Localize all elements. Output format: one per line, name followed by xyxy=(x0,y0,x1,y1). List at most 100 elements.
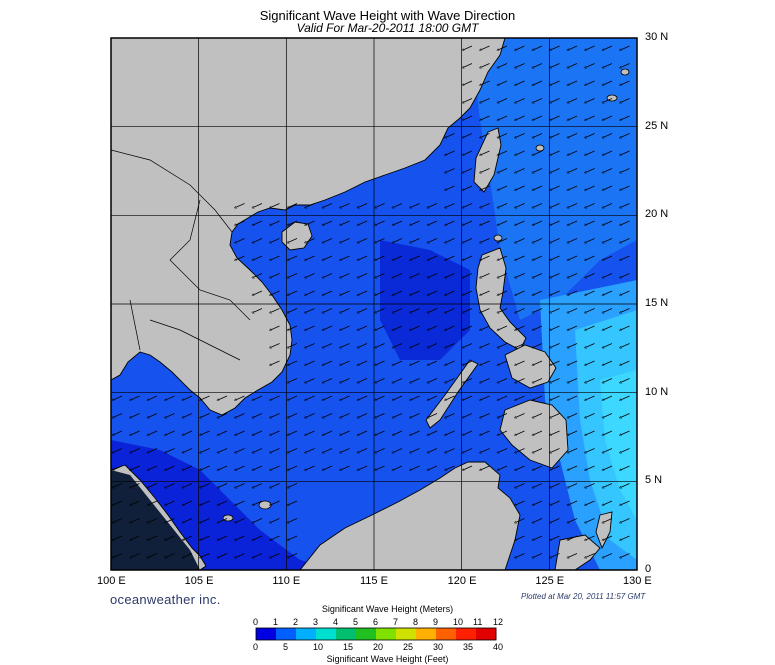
wave-arrow xyxy=(533,255,543,260)
wave-arrow xyxy=(393,290,403,295)
wave-arrow xyxy=(568,150,578,155)
wave-arrow xyxy=(411,203,420,208)
wave-arrow xyxy=(271,483,280,488)
longitude-tick-label: 125 E xyxy=(535,575,565,587)
wave-arrow xyxy=(341,325,350,330)
wave-arrow xyxy=(621,378,630,383)
wave-arrow xyxy=(551,395,560,400)
wave-arrow xyxy=(551,273,560,278)
wave-arrow xyxy=(551,325,560,330)
wave-arrow xyxy=(621,273,630,278)
longitude-tick-label: 130 E xyxy=(623,575,652,587)
wave-arrow xyxy=(533,185,543,190)
wave-arrow xyxy=(306,430,315,435)
wave-arrow xyxy=(358,273,368,278)
wave-arrow xyxy=(551,168,560,173)
wave-arrow xyxy=(533,430,543,435)
wave-direction-arrows xyxy=(113,45,630,558)
wave-arrow xyxy=(131,483,140,488)
wave-arrow xyxy=(411,325,420,330)
wave-arrow xyxy=(166,500,175,505)
wave-arrow xyxy=(323,343,333,348)
wave-arrow xyxy=(376,448,385,453)
wave-arrow xyxy=(393,378,403,383)
wave-arrow xyxy=(376,220,385,225)
wave-arrow xyxy=(533,238,543,243)
wave-arrow xyxy=(288,518,298,523)
wave-arrow xyxy=(183,553,193,558)
wave-arrow xyxy=(358,378,368,383)
wave-arrow xyxy=(551,63,560,68)
wave-arrow xyxy=(236,483,245,488)
wave-arrow xyxy=(516,238,525,243)
wave-arrow xyxy=(393,325,403,330)
colorbar-meter-label: 2 xyxy=(293,617,299,627)
wave-arrow xyxy=(113,413,123,418)
wave-arrow xyxy=(271,273,280,278)
wave-arrow xyxy=(533,343,543,348)
wave-arrow xyxy=(183,465,193,470)
wave-arrow xyxy=(288,325,298,330)
wave-arrow xyxy=(516,115,525,120)
wave-arrow xyxy=(586,168,595,173)
wave-arrow xyxy=(288,465,298,470)
latitude-tick-label: 25 N xyxy=(645,119,669,132)
wave-arrow xyxy=(498,448,508,453)
wave-arrow xyxy=(341,273,350,278)
wave-arrow xyxy=(271,500,280,505)
wave-arrow xyxy=(533,413,543,418)
wave-arrow xyxy=(253,535,263,540)
wave-arrow xyxy=(411,378,420,383)
wave-arrow xyxy=(393,273,403,278)
wave-arrow xyxy=(271,518,280,523)
wave-arrow xyxy=(498,378,508,383)
wave-arrow xyxy=(446,413,455,418)
wave-arrow xyxy=(358,360,368,365)
wave-arrow xyxy=(253,465,263,470)
wave-arrow xyxy=(516,308,525,313)
wave-arrow xyxy=(481,168,490,173)
land-small-island xyxy=(620,68,630,76)
wave-arrow xyxy=(498,115,508,120)
wave-arrow xyxy=(568,238,578,243)
wave-arrow xyxy=(271,343,280,348)
wave-arrow xyxy=(341,360,350,365)
wave-arrow xyxy=(428,220,438,225)
wave-arrow xyxy=(516,220,525,225)
map-plot-area xyxy=(111,38,637,570)
wave-arrow xyxy=(253,308,263,313)
wave-arrow xyxy=(148,465,158,470)
wave-arrow xyxy=(411,413,420,418)
wave-arrow xyxy=(586,343,595,348)
wave-arrow xyxy=(586,115,595,120)
wave-arrow xyxy=(603,115,613,120)
wave-arrow xyxy=(218,483,228,488)
wave-arrow xyxy=(568,500,578,505)
wave-arrow xyxy=(236,203,245,208)
wave-arrow xyxy=(446,343,455,348)
wave-arrow xyxy=(603,465,613,470)
wave-arrow xyxy=(201,448,210,453)
wave-arrow xyxy=(533,63,543,68)
wave-arrow xyxy=(201,553,210,558)
wave-arrow xyxy=(498,273,508,278)
wave-arrow xyxy=(551,430,560,435)
wave-arrow xyxy=(323,308,333,313)
wave-arrow xyxy=(183,500,193,505)
wave-arrow xyxy=(551,80,560,85)
wave-arrow xyxy=(463,378,473,383)
wave-arrow xyxy=(148,518,158,523)
wave-arrow xyxy=(586,378,595,383)
wave-arrow xyxy=(533,98,543,103)
wave-arrow xyxy=(271,360,280,365)
wave-arrow xyxy=(411,290,420,295)
colorbar-segment xyxy=(416,628,437,640)
wave-arrow xyxy=(621,500,630,505)
wave-arrow xyxy=(481,273,490,278)
wave-arrow xyxy=(586,203,595,208)
wave-arrow xyxy=(568,448,578,453)
wave-arrow xyxy=(568,185,578,190)
wave-arrow xyxy=(148,553,158,558)
wave-arrow xyxy=(586,553,595,558)
land-palawan xyxy=(425,359,479,429)
